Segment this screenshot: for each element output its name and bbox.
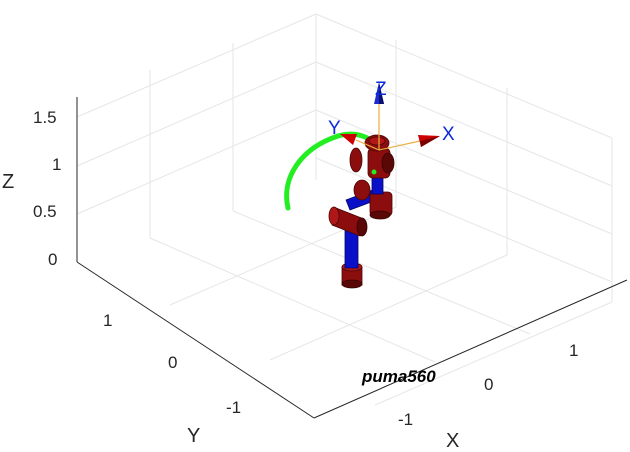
x-tick-label: -1 [398,410,413,429]
y-ticks: 1 0 -1 [103,311,241,417]
frame-label-y: Y [328,118,341,139]
x-tick-label: 0 [484,375,493,394]
robot-elbow-joint [353,179,393,220]
x-axis-label: X [446,430,459,452]
grid [76,13,613,406]
axis-lines [76,97,628,419]
end-effector-marker [371,169,377,175]
trajectory-path [284,131,379,211]
robot-puma560[interactable] [328,134,395,289]
y-axis-label: Y [187,425,200,447]
y-tick-label: -1 [226,398,241,417]
x-tick-label: 1 [569,341,578,360]
z-ticks: 0 0.5 1 1.5 [33,108,61,269]
z-axis-label: Z [2,171,14,193]
z-tick-label: 1 [52,155,61,174]
z-tick-label: 0.5 [33,202,57,221]
z-tick-label: 0 [48,250,57,269]
tool-frame: Z X Y [328,79,455,151]
robot-name-label: puma560 [361,367,436,386]
y-tick-label: 0 [168,353,177,372]
y-tick-label: 1 [103,311,112,330]
x-ticks: -1 0 1 [398,341,578,429]
robot-shoulder-joint [328,206,368,237]
frame-label-z: Z [375,79,387,100]
frame-label-x: X [442,124,455,145]
z-tick-label: 1.5 [33,108,57,127]
